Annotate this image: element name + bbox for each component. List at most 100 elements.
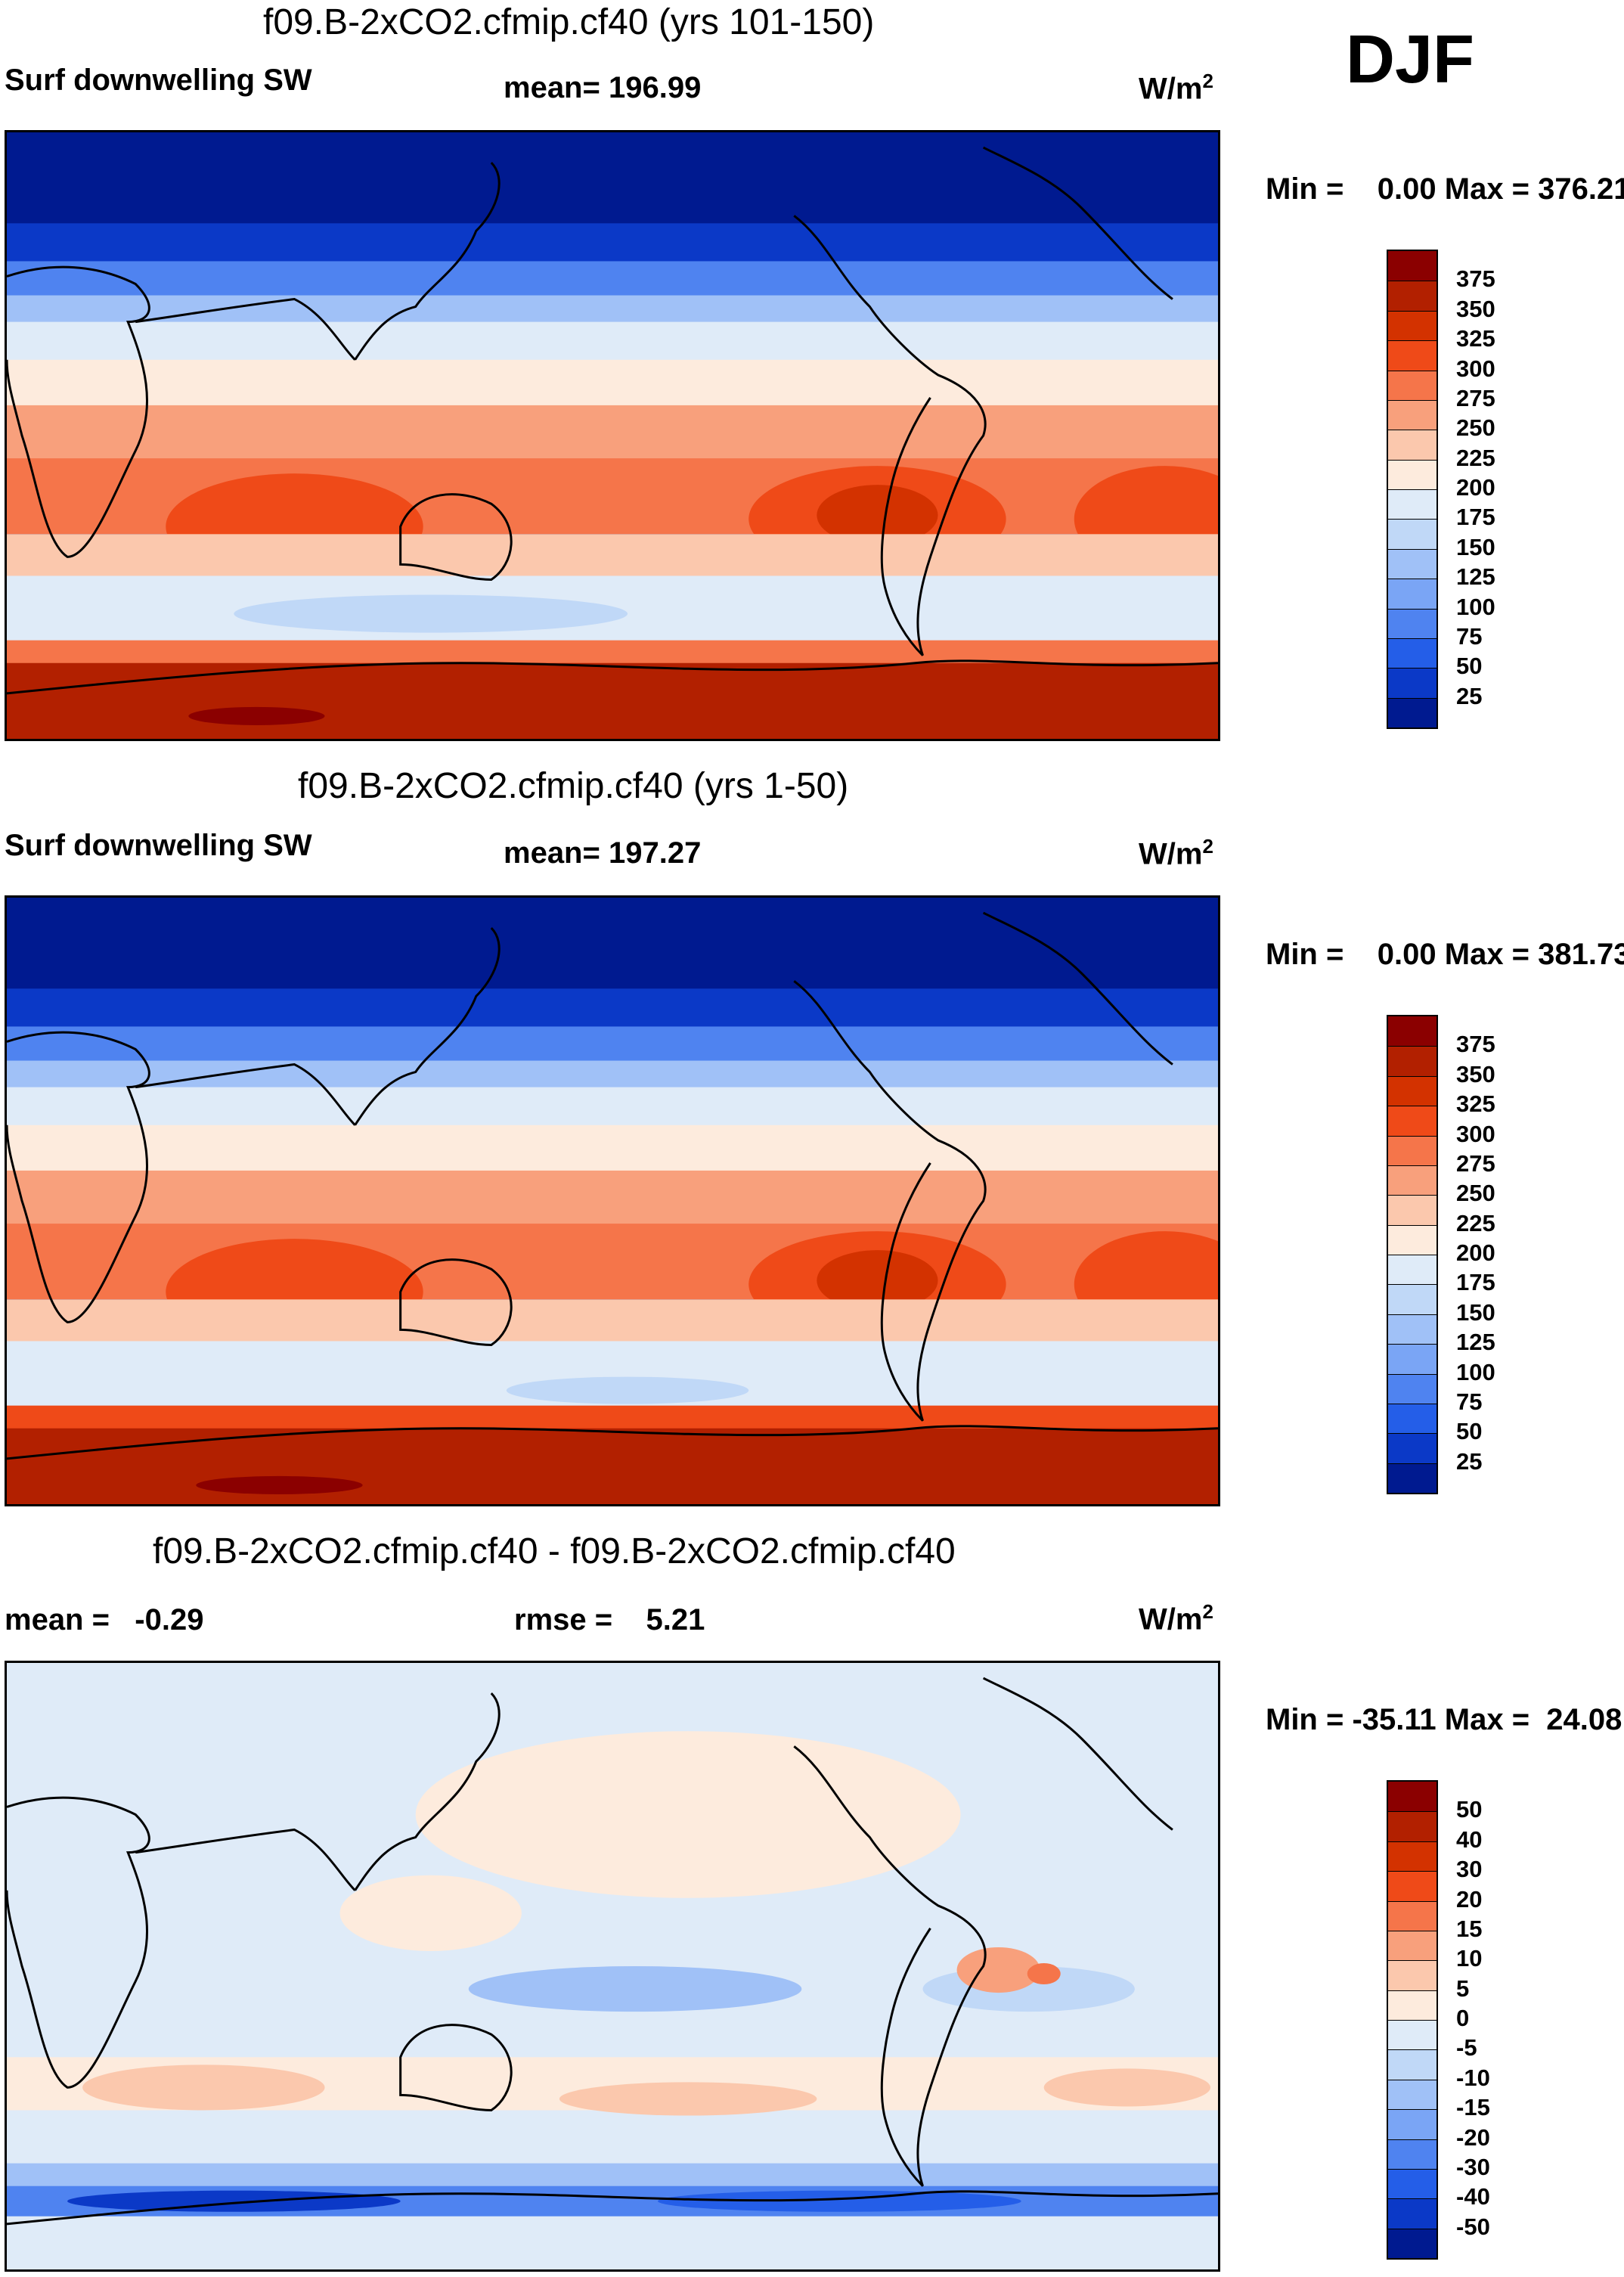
panel-2-title: f09.B-2xCO2.cfmip.cf40 (yrs 1-50) — [298, 766, 849, 806]
colorbar-tick-label: 15 — [1456, 1915, 1483, 1942]
colorbar-tick-label: 50 — [1456, 1418, 1483, 1445]
colorbar-tick-label: 75 — [1456, 1388, 1483, 1415]
colorbar-swatch — [1388, 1871, 1436, 1901]
panel-3-rmse: rmse = 5.21 — [514, 1603, 705, 1636]
colorbar-tick-label: 200 — [1456, 1239, 1495, 1266]
colorbar-swatch — [1388, 2139, 1436, 2169]
panel-2-map — [5, 895, 1220, 1506]
panel-3-map — [5, 1661, 1220, 2272]
colorbar-tick-label: 325 — [1456, 1090, 1495, 1118]
panel-3-units: W/m2 — [1139, 1600, 1213, 1636]
panel-2-mean: mean= 197.27 — [504, 836, 702, 870]
colorbar-swatch — [1388, 459, 1436, 489]
colorbar-swatch — [1388, 2049, 1436, 2080]
colorbar-swatch — [1388, 2109, 1436, 2139]
panel-3-minmax: Min = -35.11 Max = 24.08 — [1266, 1703, 1622, 1736]
panel-1-mean: mean= 196.99 — [504, 71, 702, 104]
colorbar-tick-label: 275 — [1456, 1149, 1495, 1177]
colorbar-swatch — [1388, 430, 1436, 460]
colorbar-swatch — [1388, 1900, 1436, 1931]
panel-2-map-svg — [7, 898, 1218, 1504]
colorbar-tick-label: -20 — [1456, 2123, 1490, 2151]
colorbar-swatch — [1388, 1433, 1436, 1463]
colorbar-tick-label: -30 — [1456, 2153, 1490, 2180]
panel-3-colorbar — [1387, 1780, 1438, 2260]
colorbar-swatch — [1388, 1046, 1436, 1076]
colorbar-tick-label: 175 — [1456, 1269, 1495, 1296]
colorbar-swatch — [1388, 1463, 1436, 1493]
colorbar-swatch — [1388, 2228, 1436, 2258]
panel-2-minmax: Min = 0.00 Max = 381.73 — [1266, 938, 1624, 971]
colorbar-tick-label: 175 — [1456, 504, 1495, 531]
panel-1-variable: Surf downwelling SW — [5, 64, 312, 97]
colorbar-tick-label: 200 — [1456, 474, 1495, 501]
panel-1-title: f09.B-2xCO2.cfmip.cf40 (yrs 101-150) — [263, 2, 875, 42]
colorbar-swatch — [1388, 1165, 1436, 1196]
colorbar-tick-label: 250 — [1456, 414, 1495, 442]
colorbar-tick-label: 50 — [1456, 1796, 1483, 1823]
panel-2-variable: Surf downwelling SW — [5, 829, 312, 862]
colorbar-swatch — [1388, 399, 1436, 430]
colorbar-swatch — [1388, 1403, 1436, 1434]
colorbar-swatch — [1388, 1841, 1436, 1872]
colorbar-tick-label: 100 — [1456, 593, 1495, 620]
colorbar-tick-label: 225 — [1456, 444, 1495, 471]
colorbar-swatch — [1388, 2020, 1436, 2050]
colorbar-swatch — [1388, 548, 1436, 579]
panel-1-map-svg — [7, 132, 1218, 739]
colorbar-tick-label: 150 — [1456, 533, 1495, 560]
colorbar-swatch — [1388, 1284, 1436, 1314]
colorbar-swatch — [1388, 2198, 1436, 2229]
colorbar-tick-label: 125 — [1456, 563, 1495, 591]
panel-1-units: W/m2 — [1139, 70, 1213, 106]
panel-1-map — [5, 130, 1220, 741]
season-label: DJF — [1346, 22, 1475, 98]
panel-2-colorbar — [1387, 1015, 1438, 1494]
colorbar-swatch — [1388, 1016, 1436, 1047]
colorbar-tick-label: 150 — [1456, 1298, 1495, 1326]
colorbar-swatch — [1388, 668, 1436, 698]
panel-2-units: W/m2 — [1139, 835, 1213, 871]
panel-3-map-svg — [7, 1663, 1218, 2269]
colorbar-swatch — [1388, 1195, 1436, 1225]
colorbar-tick-label: 350 — [1456, 1060, 1495, 1087]
colorbar-swatch — [1388, 608, 1436, 638]
colorbar-swatch — [1388, 489, 1436, 520]
colorbar-swatch — [1388, 2168, 1436, 2199]
colorbar-swatch — [1388, 519, 1436, 549]
colorbar-swatch — [1388, 251, 1436, 281]
colorbar-swatch — [1388, 1782, 1436, 1812]
colorbar-swatch — [1388, 697, 1436, 727]
panel-3-mean: mean = -0.29 — [5, 1603, 204, 1636]
colorbar-tick-label: 300 — [1456, 355, 1495, 382]
colorbar-swatch — [1388, 1344, 1436, 1374]
colorbar-swatch — [1388, 1811, 1436, 1841]
colorbar-swatch — [1388, 1960, 1436, 1990]
colorbar-swatch — [1388, 1990, 1436, 2020]
colorbar-tick-label: 375 — [1456, 1031, 1495, 1058]
colorbar-tick-label: -15 — [1456, 2094, 1490, 2121]
colorbar-swatch — [1388, 637, 1436, 669]
colorbar-swatch — [1388, 1255, 1436, 1285]
colorbar-tick-label: 325 — [1456, 325, 1495, 352]
colorbar-tick-label: -50 — [1456, 2213, 1490, 2240]
colorbar-tick-label: 225 — [1456, 1209, 1495, 1236]
colorbar-swatch — [1388, 1135, 1436, 1165]
colorbar-tick-label: 40 — [1456, 1826, 1483, 1853]
colorbar-tick-label: 350 — [1456, 295, 1495, 322]
colorbar-tick-label: 20 — [1456, 1885, 1483, 1912]
colorbar-swatch — [1388, 340, 1436, 371]
colorbar-tick-label: 25 — [1456, 682, 1483, 709]
colorbar-swatch — [1388, 310, 1436, 341]
colorbar-tick-label: -10 — [1456, 2064, 1490, 2091]
colorbar-swatch — [1388, 579, 1436, 609]
panel-1-minmax: Min = 0.00 Max = 376.21 — [1266, 172, 1624, 206]
colorbar-tick-label: 100 — [1456, 1358, 1495, 1385]
colorbar-tick-label: 375 — [1456, 265, 1495, 293]
colorbar-tick-label: -5 — [1456, 2034, 1477, 2061]
colorbar-tick-label: 30 — [1456, 1856, 1483, 1883]
colorbar-tick-label: 275 — [1456, 384, 1495, 411]
colorbar-tick-label: 5 — [1456, 1975, 1470, 2002]
colorbar-swatch — [1388, 1314, 1436, 1345]
colorbar-swatch — [1388, 2079, 1436, 2110]
